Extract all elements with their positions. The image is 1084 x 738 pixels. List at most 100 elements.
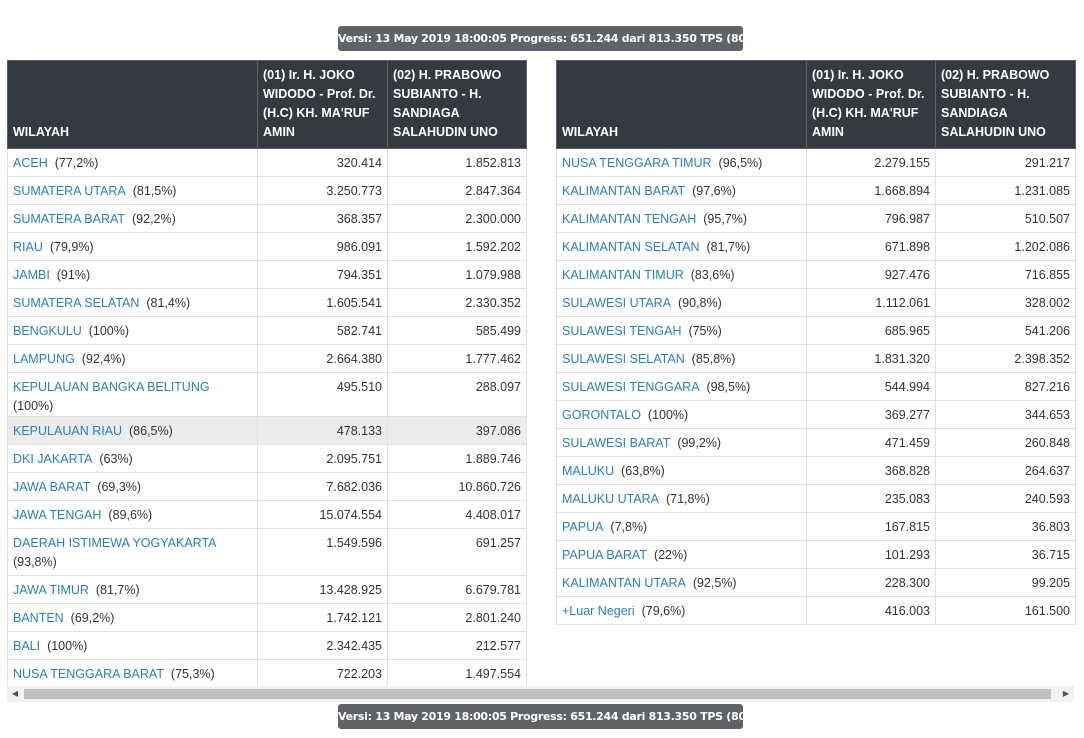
region-cell: KALIMANTAN BARAT (97,6%) — [556, 176, 807, 205]
region-cell: MALUKU (63,8%) — [556, 456, 807, 485]
region-link[interactable]: JAMBI — [13, 268, 50, 282]
scroll-left-arrow-icon[interactable]: ◀ — [11, 689, 19, 698]
candidate-02-votes: 36.803 — [935, 512, 1076, 541]
table-header-row: WILAYAH (01) Ir. H. JOKO WIDODO - Prof. … — [556, 60, 1076, 149]
region-link[interactable]: MALUKU — [562, 464, 615, 478]
region-progress-percent: (100%) — [88, 324, 130, 338]
region-progress-percent: (95,7%) — [703, 212, 748, 226]
table-row: SULAWESI TENGGARA (98,5%) 544.994 827.216 — [556, 372, 1076, 401]
table-row: NUSA TENGGARA BARAT (75,3%) 722.203 1.497.… — [7, 659, 527, 688]
table-row: KALIMANTAN TENGAH (95,7%) 796.987 510.507 — [556, 204, 1076, 233]
candidate-01-votes: 368.828 — [806, 456, 936, 485]
region-cell: KALIMANTAN UTARA (92,5%) — [556, 568, 807, 597]
candidate-01-votes: 416.003 — [806, 596, 936, 625]
region-progress-percent: (7,8%) — [610, 520, 648, 534]
column-header-region[interactable]: WILAYAH — [556, 60, 807, 149]
column-header-candidate-02[interactable]: (02) H. PRABOWO SUBIANTO - H. SANDIAGA S… — [387, 60, 527, 149]
region-progress-percent: (97,6%) — [692, 184, 736, 198]
table-row: SULAWESI UTARA (90,8%) 1.112.061 328.002 — [556, 288, 1076, 317]
table-row: KALIMANTAN SELATAN (81,7%) 671.898 1.202.0… — [556, 232, 1076, 261]
region-link[interactable]: BANTEN — [13, 611, 64, 625]
table-row: KALIMANTAN BARAT (97,6%) 1.668.894 1.231.0… — [556, 176, 1076, 205]
region-link[interactable]: SULAWESI UTARA — [562, 296, 672, 310]
region-link[interactable]: DKI JAKARTA — [13, 452, 93, 466]
region-link[interactable]: MALUKU UTARA — [562, 492, 660, 506]
region-cell: KALIMANTAN TIMUR (83,6%) — [556, 260, 807, 289]
region-link[interactable]: SULAWESI SELATAN — [562, 352, 685, 366]
region-link[interactable]: +Luar Negeri — [562, 604, 635, 618]
region-link[interactable]: NUSA TENGGARA TIMUR — [562, 156, 712, 170]
region-link[interactable]: SUMATERA BARAT — [13, 212, 126, 226]
region-link[interactable]: RIAU — [13, 240, 43, 254]
region-progress-percent: (22%) — [653, 548, 688, 562]
region-progress-percent: (79,9%) — [49, 240, 94, 254]
candidate-01-votes: 986.091 — [257, 232, 388, 261]
candidate-02-votes: 1.079.988 — [387, 260, 527, 289]
region-link[interactable]: BALI — [13, 639, 41, 653]
candidate-01-votes: 927.476 — [806, 260, 936, 289]
region-link[interactable]: KALIMANTAN UTARA — [562, 576, 686, 590]
candidate-02-votes: 99.205 — [935, 568, 1076, 597]
region-progress-percent: (81,7%) — [95, 583, 140, 597]
region-progress-percent: (77,2%) — [54, 156, 99, 170]
table-row: BENGKULU (100%) 582.741 585.499 — [7, 316, 527, 345]
region-link[interactable]: KEPULAUAN RIAU — [13, 424, 123, 438]
candidate-02-votes: 328.002 — [935, 288, 1076, 317]
region-cell: +Luar Negeri (79,6%) — [556, 596, 807, 625]
region-link[interactable]: LAMPUNG — [13, 352, 75, 366]
table-row: DKI JAKARTA (63%) 2.095.751 1.889.746 — [7, 444, 527, 473]
region-progress-percent: (92,5%) — [692, 576, 737, 590]
region-link[interactable]: SULAWESI TENGGARA — [562, 380, 700, 394]
region-link[interactable]: ACEH — [13, 156, 48, 170]
candidate-02-votes: 260.848 — [935, 428, 1076, 457]
region-link[interactable]: SULAWESI BARAT — [562, 436, 671, 450]
region-link[interactable]: BENGKULU — [13, 324, 82, 338]
region-link[interactable]: JAWA BARAT — [13, 480, 91, 494]
region-link[interactable]: DAERAH ISTIMEWA YOGYAKARTA — [13, 536, 217, 550]
column-header-candidate-02[interactable]: (02) H. PRABOWO SUBIANTO - H. SANDIAGA S… — [935, 60, 1076, 149]
table-row: +Luar Negeri (79,6%) 416.003 161.500 — [556, 596, 1076, 625]
column-header-candidate-01[interactable]: (01) Ir. H. JOKO WIDODO - Prof. Dr. (H.C… — [806, 60, 936, 149]
region-progress-percent: (81,5%) — [132, 184, 177, 198]
region-link[interactable]: PAPUA — [562, 520, 604, 534]
table-row: SUMATERA UTARA (81,5%) 3.250.773 2.847.364 — [7, 176, 527, 205]
region-cell: SULAWESI TENGGARA (98,5%) — [556, 372, 807, 401]
table-row: SUMATERA BARAT (92,2%) 368.357 2.300.000 — [7, 204, 527, 233]
region-link[interactable]: KALIMANTAN TENGAH — [562, 212, 697, 226]
region-link[interactable]: SUMATERA SELATAN — [13, 296, 140, 310]
candidate-02-votes: 2.330.352 — [387, 288, 527, 317]
candidate-02-votes: 1.852.813 — [387, 148, 527, 177]
scroll-thumb[interactable] — [24, 689, 1051, 699]
region-cell: BALI (100%) — [7, 631, 258, 660]
region-progress-percent: (63%) — [99, 452, 133, 466]
region-link[interactable]: PAPUA BARAT — [562, 548, 647, 562]
candidate-02-votes: 585.499 — [387, 316, 527, 345]
region-link[interactable]: NUSA TENGGARA BARAT — [13, 667, 164, 681]
table-row: BANTEN (69,2%) 1.742.121 2.801.240 — [7, 603, 527, 632]
region-link[interactable]: KALIMANTAN SELATAN — [562, 240, 700, 254]
region-link[interactable]: JAWA TENGAH — [13, 508, 102, 522]
region-link[interactable]: KALIMANTAN BARAT — [562, 184, 686, 198]
region-progress-percent: (89,6%) — [108, 508, 153, 522]
column-header-candidate-01[interactable]: (01) Ir. H. JOKO WIDODO - Prof. Dr. (H.C… — [257, 60, 388, 149]
candidate-02-votes: 1.202.086 — [935, 232, 1076, 261]
candidate-01-votes: 235.083 — [806, 484, 936, 513]
region-link[interactable]: JAWA TIMUR — [13, 583, 89, 597]
region-link[interactable]: KEPULAUAN BANGKA BELITUNG — [13, 380, 210, 394]
region-link[interactable]: KALIMANTAN TIMUR — [562, 268, 684, 282]
region-cell: DKI JAKARTA (63%) — [7, 444, 258, 473]
region-progress-percent: (90,8%) — [678, 296, 722, 310]
scroll-right-arrow-icon[interactable]: ▶ — [1062, 689, 1070, 698]
candidate-02-votes: 36.715 — [935, 540, 1076, 569]
region-cell: PAPUA BARAT (22%) — [556, 540, 807, 569]
table-row: KALIMANTAN UTARA (92,5%) 228.300 99.205 — [556, 568, 1076, 597]
horizontal-scrollbar[interactable]: ◀ ▶ — [7, 686, 1074, 702]
candidate-01-votes: 796.987 — [806, 204, 936, 233]
region-link[interactable]: SULAWESI TENGAH — [562, 324, 682, 338]
column-header-region[interactable]: WILAYAH — [7, 60, 258, 149]
version-badge-bottom: Versi: 13 May 2019 18:00:05 Progress: 65… — [338, 704, 802, 729]
region-link[interactable]: GORONTALO — [562, 408, 641, 422]
candidate-02-votes: 288.097 — [387, 372, 527, 417]
candidate-02-votes: 510.507 — [935, 204, 1076, 233]
region-link[interactable]: SUMATERA UTARA — [13, 184, 126, 198]
